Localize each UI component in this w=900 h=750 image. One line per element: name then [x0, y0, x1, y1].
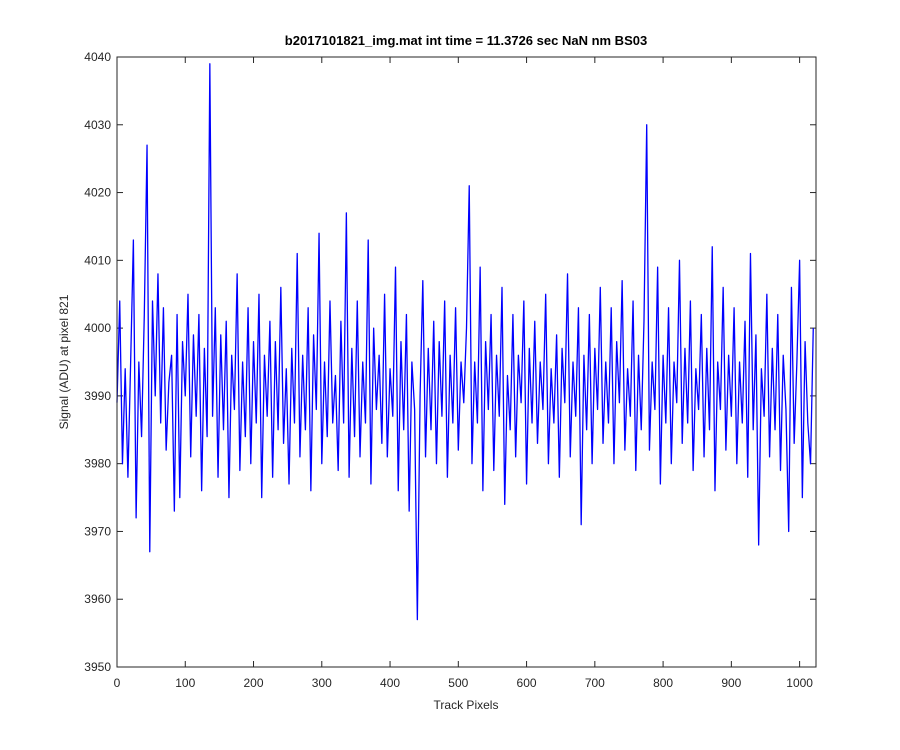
y-tick-label: 4020 — [84, 186, 111, 200]
x-tick-label: 400 — [380, 676, 400, 690]
y-tick-label: 3950 — [84, 660, 111, 674]
y-tick-label: 4040 — [84, 50, 111, 64]
y-tick-label: 3980 — [84, 457, 111, 471]
x-tick-label: 200 — [244, 676, 264, 690]
x-tick-label: 100 — [175, 676, 195, 690]
x-tick-label: 600 — [517, 676, 537, 690]
y-tick-label: 4030 — [84, 118, 111, 132]
x-tick-label: 1000 — [786, 676, 813, 690]
x-tick-label: 800 — [653, 676, 673, 690]
x-tick-label: 900 — [721, 676, 741, 690]
y-tick-label: 4010 — [84, 253, 111, 267]
chart-title: b2017101821_img.mat int time = 11.3726 s… — [285, 33, 647, 48]
x-tick-label: 500 — [448, 676, 468, 690]
x-axis-label: Track Pixels — [434, 698, 499, 712]
x-tick-label: 0 — [114, 676, 121, 690]
y-tick-label: 3990 — [84, 389, 111, 403]
x-tick-label: 700 — [585, 676, 605, 690]
data-line — [116, 63, 814, 621]
y-tick-label: 3970 — [84, 524, 111, 538]
y-tick-label: 4000 — [84, 321, 111, 335]
y-tick-label: 3960 — [84, 592, 111, 606]
plot-frame — [116, 56, 817, 668]
y-axis-label: Signal (ADU) at pixel 821 — [57, 294, 71, 429]
x-tick-label: 300 — [312, 676, 332, 690]
